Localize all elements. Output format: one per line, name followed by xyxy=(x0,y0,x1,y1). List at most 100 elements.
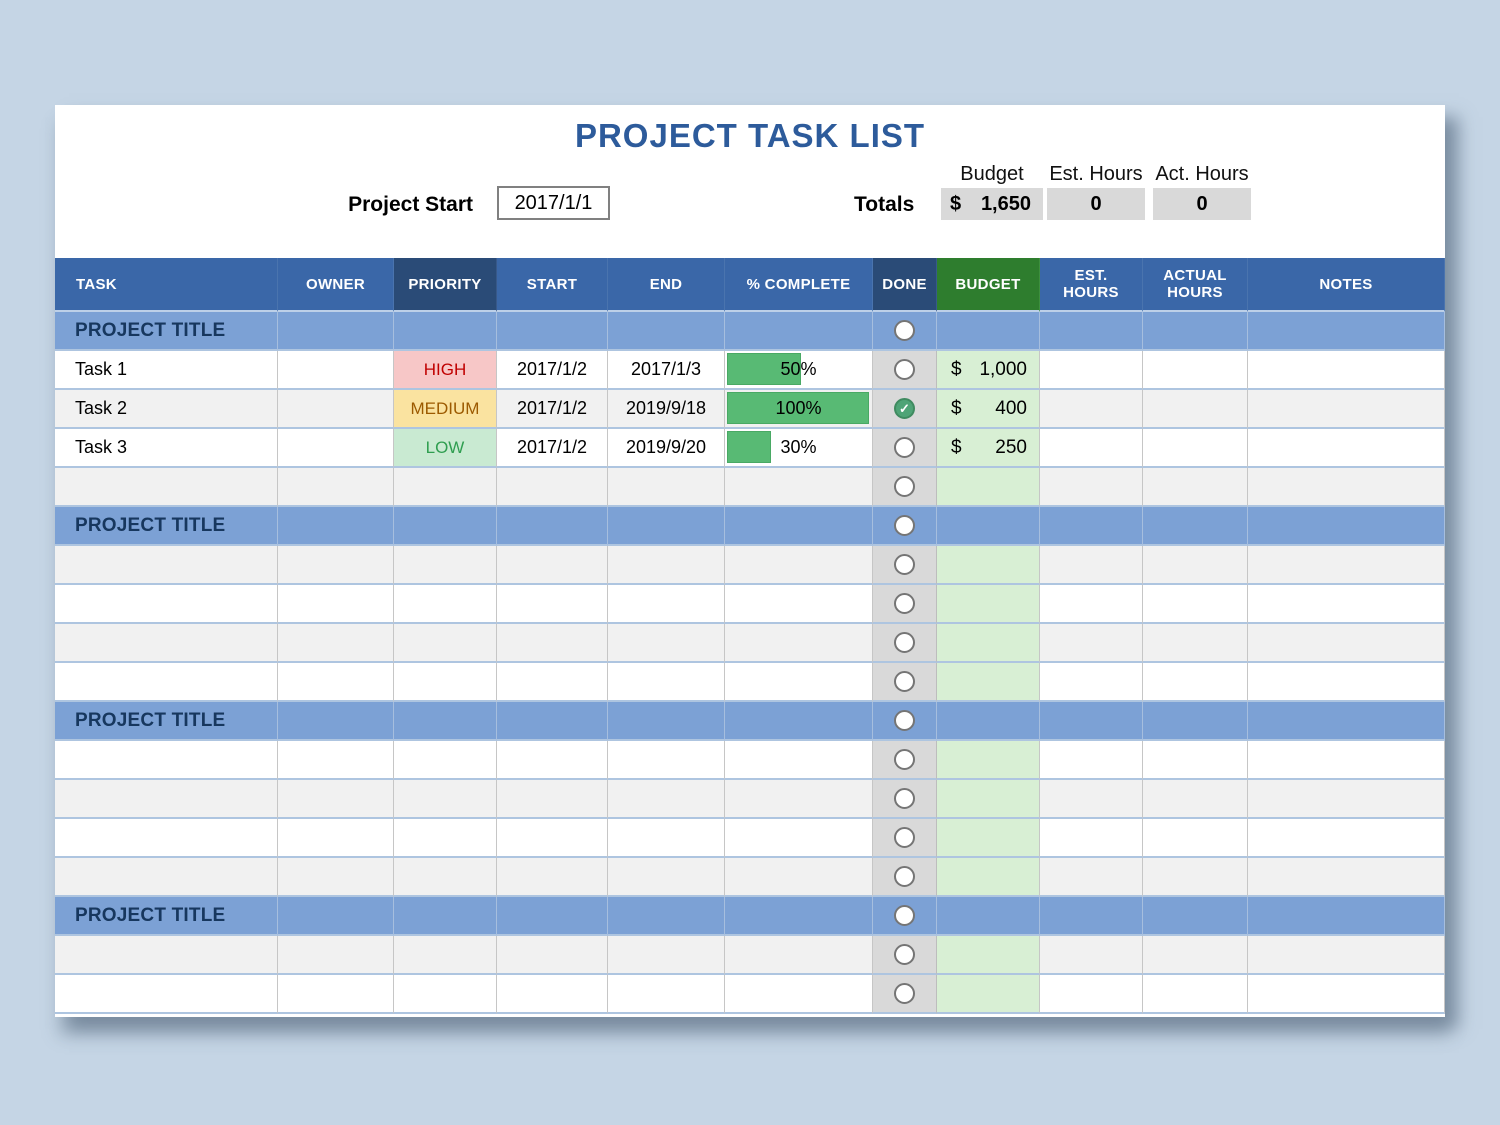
project-start-input[interactable]: 2017/1/1 xyxy=(497,186,610,220)
owner-cell[interactable] xyxy=(278,936,394,975)
start-cell[interactable] xyxy=(497,702,608,741)
notes-cell[interactable] xyxy=(1248,312,1445,351)
done-radio[interactable] xyxy=(894,905,915,926)
start-cell[interactable] xyxy=(497,468,608,507)
priority-cell[interactable] xyxy=(394,741,497,780)
est_hours-cell[interactable] xyxy=(1040,429,1143,468)
done-radio[interactable] xyxy=(894,437,915,458)
end-cell[interactable] xyxy=(608,858,725,897)
start-cell[interactable] xyxy=(497,858,608,897)
est_hours-cell[interactable] xyxy=(1040,858,1143,897)
est_hours-cell[interactable] xyxy=(1040,780,1143,819)
est_hours-cell[interactable] xyxy=(1040,312,1143,351)
start-cell[interactable] xyxy=(497,663,608,702)
notes-cell[interactable] xyxy=(1248,975,1445,1014)
budget-cell[interactable] xyxy=(937,975,1040,1014)
budget-cell[interactable] xyxy=(937,585,1040,624)
budget-cell[interactable] xyxy=(937,546,1040,585)
budget-cell[interactable] xyxy=(937,741,1040,780)
actual_hours-cell[interactable] xyxy=(1143,507,1248,546)
owner-cell[interactable] xyxy=(278,546,394,585)
owner-cell[interactable] xyxy=(278,468,394,507)
actual_hours-cell[interactable] xyxy=(1143,858,1248,897)
start-cell[interactable]: 2017/1/2 xyxy=(497,390,608,429)
end-cell[interactable] xyxy=(608,936,725,975)
notes-cell[interactable] xyxy=(1248,702,1445,741)
actual_hours-cell[interactable] xyxy=(1143,312,1248,351)
end-cell[interactable] xyxy=(608,507,725,546)
actual_hours-cell[interactable] xyxy=(1143,468,1248,507)
priority-cell[interactable] xyxy=(394,897,497,936)
start-cell[interactable] xyxy=(497,312,608,351)
budget-cell[interactable] xyxy=(937,507,1040,546)
actual_hours-cell[interactable] xyxy=(1143,819,1248,858)
actual_hours-cell[interactable] xyxy=(1143,975,1248,1014)
budget-cell[interactable] xyxy=(937,312,1040,351)
actual_hours-cell[interactable] xyxy=(1143,936,1248,975)
end-cell[interactable] xyxy=(608,702,725,741)
complete-cell[interactable] xyxy=(725,702,873,741)
task-cell[interactable] xyxy=(55,468,278,507)
complete-cell[interactable]: 50% xyxy=(725,351,873,390)
end-cell[interactable] xyxy=(608,624,725,663)
notes-cell[interactable] xyxy=(1248,585,1445,624)
complete-cell[interactable] xyxy=(725,858,873,897)
done-cell[interactable] xyxy=(873,897,937,936)
done-cell[interactable] xyxy=(873,624,937,663)
done-radio[interactable] xyxy=(894,944,915,965)
est_hours-cell[interactable] xyxy=(1040,819,1143,858)
complete-cell[interactable] xyxy=(725,546,873,585)
start-cell[interactable]: 2017/1/2 xyxy=(497,429,608,468)
est_hours-cell[interactable] xyxy=(1040,546,1143,585)
est_hours-cell[interactable] xyxy=(1040,897,1143,936)
est_hours-cell[interactable] xyxy=(1040,741,1143,780)
complete-cell[interactable] xyxy=(725,897,873,936)
end-cell[interactable] xyxy=(608,819,725,858)
priority-cell[interactable] xyxy=(394,780,497,819)
done-cell[interactable] xyxy=(873,936,937,975)
start-cell[interactable] xyxy=(497,936,608,975)
end-cell[interactable]: 2017/1/3 xyxy=(608,351,725,390)
task-cell[interactable] xyxy=(55,663,278,702)
actual_hours-cell[interactable] xyxy=(1143,351,1248,390)
start-cell[interactable] xyxy=(497,507,608,546)
done-cell[interactable] xyxy=(873,585,937,624)
start-cell[interactable] xyxy=(497,780,608,819)
priority-cell[interactable] xyxy=(394,858,497,897)
notes-cell[interactable] xyxy=(1248,858,1445,897)
done-radio-checked[interactable]: ✓ xyxy=(894,398,915,419)
est_hours-cell[interactable] xyxy=(1040,624,1143,663)
start-cell[interactable] xyxy=(497,624,608,663)
end-cell[interactable]: 2019/9/18 xyxy=(608,390,725,429)
done-cell[interactable] xyxy=(873,858,937,897)
complete-cell[interactable] xyxy=(725,624,873,663)
end-cell[interactable] xyxy=(608,780,725,819)
totals-est-hours-cell[interactable]: 0 xyxy=(1047,188,1145,220)
complete-cell[interactable] xyxy=(725,741,873,780)
actual_hours-cell[interactable] xyxy=(1143,897,1248,936)
done-cell[interactable] xyxy=(873,741,937,780)
budget-cell[interactable] xyxy=(937,663,1040,702)
notes-cell[interactable] xyxy=(1248,819,1445,858)
est_hours-cell[interactable] xyxy=(1040,936,1143,975)
done-radio[interactable] xyxy=(894,632,915,653)
start-cell[interactable] xyxy=(497,741,608,780)
done-cell[interactable] xyxy=(873,975,937,1014)
done-cell[interactable] xyxy=(873,429,937,468)
est_hours-cell[interactable] xyxy=(1040,507,1143,546)
complete-cell[interactable]: 100% xyxy=(725,390,873,429)
start-cell[interactable] xyxy=(497,819,608,858)
end-cell[interactable] xyxy=(608,546,725,585)
done-cell[interactable] xyxy=(873,780,937,819)
priority-cell[interactable] xyxy=(394,312,497,351)
budget-cell[interactable] xyxy=(937,624,1040,663)
owner-cell[interactable] xyxy=(278,975,394,1014)
complete-cell[interactable] xyxy=(725,507,873,546)
complete-cell[interactable] xyxy=(725,468,873,507)
task-cell[interactable] xyxy=(55,819,278,858)
owner-cell[interactable] xyxy=(278,585,394,624)
done-radio[interactable] xyxy=(894,671,915,692)
done-radio[interactable] xyxy=(894,749,915,770)
end-cell[interactable] xyxy=(608,312,725,351)
start-cell[interactable] xyxy=(497,897,608,936)
